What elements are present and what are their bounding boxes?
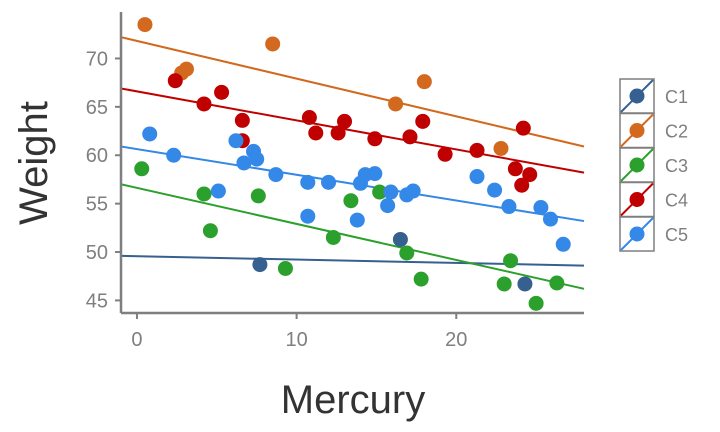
x-axis-title: Mercury xyxy=(281,378,425,422)
y-tick-label: 45 xyxy=(86,290,108,312)
x-tick-label: 20 xyxy=(445,329,467,351)
point-c4 xyxy=(367,131,383,147)
point-c4 xyxy=(167,73,183,89)
data-points xyxy=(134,17,571,311)
legend-marker xyxy=(629,123,645,138)
point-c5 xyxy=(555,236,571,252)
legend-label: C3 xyxy=(665,156,688,176)
fit-line-c3 xyxy=(120,183,585,290)
y-tick-label: 60 xyxy=(86,145,108,167)
y-tick-label: 70 xyxy=(86,48,108,70)
point-c3 xyxy=(399,245,415,261)
point-c5 xyxy=(300,208,316,224)
point-c5 xyxy=(383,184,399,200)
legend-label: C2 xyxy=(665,122,688,142)
point-c5 xyxy=(236,155,252,171)
legend-item-c5: C5 xyxy=(619,216,688,252)
point-c4 xyxy=(514,177,530,193)
legend-marker xyxy=(629,226,645,242)
point-c3 xyxy=(202,223,218,239)
point-c5 xyxy=(380,198,396,214)
point-c5 xyxy=(166,147,182,163)
legend-item-c1: C1 xyxy=(619,78,688,114)
legend: C1 C2 C3 C4 C5 xyxy=(619,78,688,252)
point-c5 xyxy=(487,182,503,198)
legend-item-c2: C2 xyxy=(619,112,688,149)
point-c3 xyxy=(325,230,341,246)
axes xyxy=(119,12,584,315)
point-c3 xyxy=(549,275,565,291)
point-c2 xyxy=(416,74,432,90)
point-c2 xyxy=(265,36,281,52)
point-c2 xyxy=(388,96,404,112)
point-c4 xyxy=(415,113,431,129)
point-c2 xyxy=(493,140,509,156)
point-c4 xyxy=(301,109,317,125)
point-c4 xyxy=(402,129,418,145)
point-c5 xyxy=(321,174,337,190)
point-c5 xyxy=(142,126,158,142)
point-c2 xyxy=(137,17,153,33)
point-c4 xyxy=(196,96,212,112)
point-c4 xyxy=(330,125,346,141)
point-c3 xyxy=(496,276,512,292)
point-c3 xyxy=(528,295,544,311)
y-tick-label: 65 xyxy=(86,97,108,119)
legend-item-c4: C4 xyxy=(619,181,688,218)
point-c3 xyxy=(413,271,429,287)
point-c4 xyxy=(308,125,324,141)
point-c5 xyxy=(210,183,226,199)
point-c3 xyxy=(503,253,519,269)
point-c4 xyxy=(522,167,538,183)
point-c4 xyxy=(507,161,523,177)
point-c3 xyxy=(196,186,212,202)
point-c5 xyxy=(367,166,383,182)
y-tick-label: 50 xyxy=(86,242,108,264)
point-c5 xyxy=(300,174,316,190)
legend-label: C5 xyxy=(665,225,688,245)
legend-marker xyxy=(629,88,645,104)
point-c3 xyxy=(343,193,359,209)
legend-marker xyxy=(629,192,645,207)
point-c5 xyxy=(469,169,485,185)
x-tick-label: 0 xyxy=(131,329,142,351)
point-c4 xyxy=(214,84,230,100)
point-c3 xyxy=(250,188,266,204)
point-c1 xyxy=(517,276,533,292)
point-c4 xyxy=(437,146,453,162)
point-c3 xyxy=(372,184,388,200)
point-c4 xyxy=(515,120,531,136)
point-c2 xyxy=(178,61,194,77)
point-c5 xyxy=(542,211,558,227)
point-c4 xyxy=(337,113,353,129)
x-tick-label: 10 xyxy=(285,329,307,351)
y-axis-title: Weight xyxy=(12,101,56,225)
legend-label: C1 xyxy=(665,87,688,107)
point-c5 xyxy=(268,167,284,183)
fit-line-c2 xyxy=(120,36,585,148)
y-tick-label: 55 xyxy=(86,194,108,216)
point-c5 xyxy=(228,133,244,149)
point-c5 xyxy=(349,212,365,228)
point-c4 xyxy=(469,142,485,158)
point-c5 xyxy=(501,199,517,215)
tick-labels: 0 10 20 45 50 55 60 65 70 xyxy=(86,48,468,351)
legend-label: C4 xyxy=(665,191,688,211)
point-c3 xyxy=(134,161,150,177)
point-c5 xyxy=(533,200,549,216)
point-c5 xyxy=(249,151,265,167)
point-c1 xyxy=(252,257,268,273)
legend-item-c3: C3 xyxy=(619,147,688,183)
point-c3 xyxy=(277,260,293,276)
point-c1 xyxy=(392,231,408,247)
legend-marker xyxy=(629,157,645,173)
point-c5 xyxy=(405,183,421,199)
point-c4 xyxy=(234,112,250,128)
